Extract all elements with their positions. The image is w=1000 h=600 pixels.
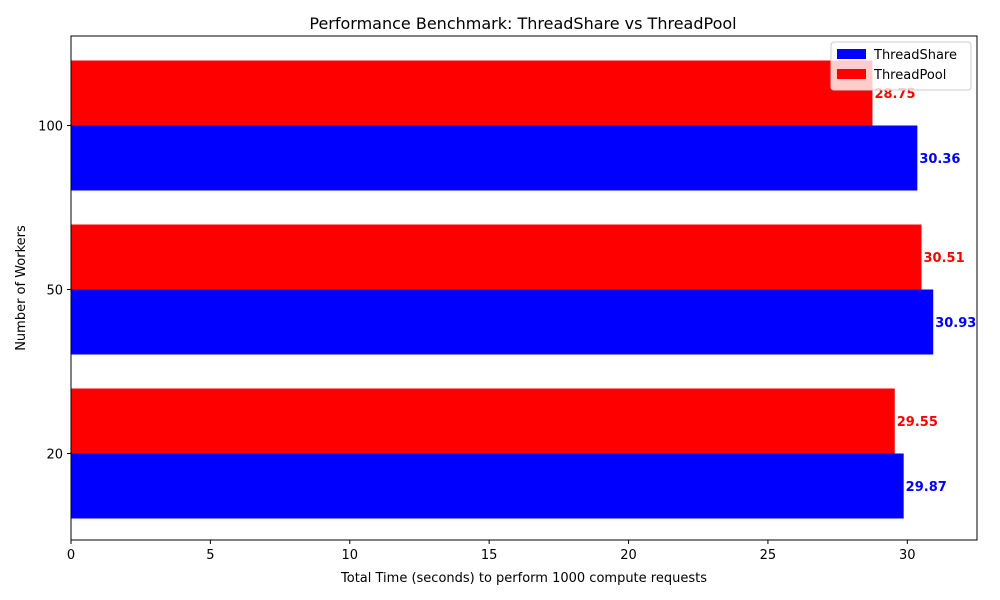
- bar-threadpool-100: [71, 60, 873, 126]
- x-tick-label: 5: [206, 548, 214, 563]
- x-tick-label: 20: [620, 548, 637, 563]
- x-axis: 0 5 10 15 20 25 30: [67, 540, 916, 563]
- plot-frame: [70, 35, 978, 541]
- bar-label-threadpool-50: 30.51: [924, 251, 965, 266]
- legend-label-threadshare: ThreadShare: [873, 48, 957, 63]
- bar-label-threadpool-100: 28.75: [874, 87, 915, 102]
- bar-threadshare-50: [71, 289, 934, 355]
- x-axis-title: Total Time (seconds) to perform 1000 com…: [340, 571, 707, 586]
- y-tick-label: 20: [46, 448, 63, 463]
- y-tick-label: 100: [38, 120, 63, 135]
- x-tick-label: 10: [341, 548, 358, 563]
- x-tick-label: 15: [481, 548, 498, 563]
- legend-swatch-threadpool: [837, 69, 866, 79]
- y-axis-title: Number of Workers: [14, 225, 29, 351]
- bar-label-threadpool-20: 29.55: [897, 415, 938, 430]
- y-axis: 20 50 100: [38, 120, 71, 463]
- bar-threadshare-20: [71, 453, 904, 519]
- y-tick-label: 50: [46, 284, 63, 299]
- bar-label-threadshare-20: 29.87: [906, 480, 947, 495]
- legend: ThreadShare ThreadPool: [830, 41, 972, 91]
- bars-group: 29.87 30.93 30.36 29.55 30.51 28.75: [71, 60, 976, 519]
- bar-label-threadshare-50: 30.93: [935, 316, 976, 331]
- x-tick-label: 25: [760, 548, 777, 563]
- legend-label-threadpool: ThreadPool: [873, 68, 946, 83]
- x-tick-label: 30: [899, 548, 916, 563]
- bar-label-threadshare-100: 30.36: [919, 152, 960, 167]
- x-tick-label: 0: [67, 548, 75, 563]
- bar-threadpool-20: [71, 388, 895, 454]
- chart-title: Performance Benchmark: ThreadShare vs Th…: [309, 14, 736, 33]
- bar-threadshare-100: [71, 125, 918, 191]
- bar-threadpool-50: [71, 224, 922, 290]
- legend-swatch-threadshare: [837, 49, 866, 59]
